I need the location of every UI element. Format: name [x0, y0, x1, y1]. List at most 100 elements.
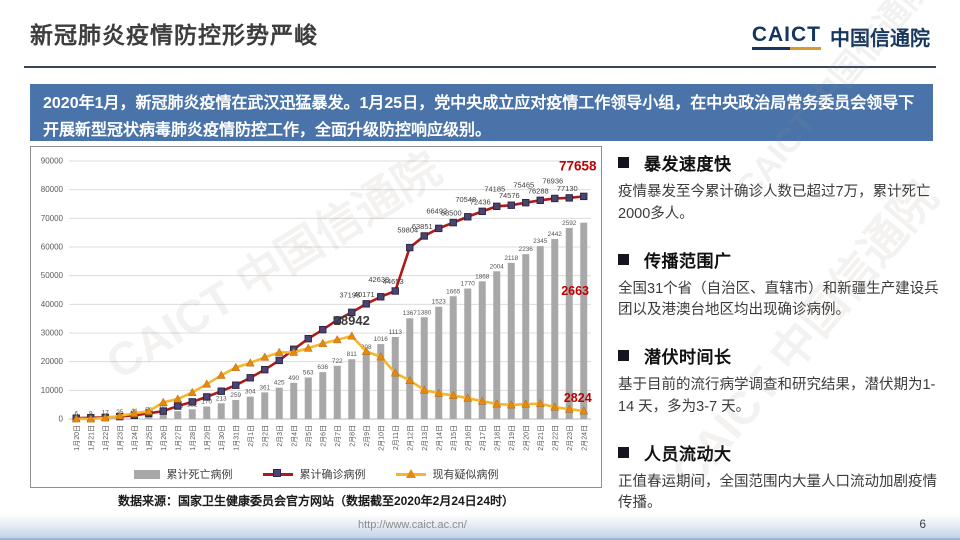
footer-url: http://www.caict.ac.cn/	[358, 519, 467, 531]
svg-text:9: 9	[89, 410, 93, 417]
svg-text:66492: 66492	[426, 206, 447, 215]
svg-text:170: 170	[201, 398, 212, 405]
svg-text:2月16日: 2月16日	[464, 425, 472, 451]
legend-item-suspected: 现有疑似病例	[395, 466, 499, 482]
data-source-note: 数据来源：国家卫生健康委员会官方网站（数据截至2020年2月24日24时）	[117, 494, 515, 508]
epidemic-combo-chart: 0 10000 20000 30000 40000 50000 60000 70000 8000…	[41, 157, 597, 451]
svg-text:76936: 76936	[542, 176, 563, 185]
svg-text:40171: 40171	[354, 290, 375, 299]
bullet-heading: 传播范围广	[618, 247, 948, 272]
svg-text:2月24日: 2月24日	[580, 425, 588, 451]
svg-text:1868: 1868	[475, 273, 490, 280]
svg-text:2月7日: 2月7日	[334, 425, 342, 447]
svg-text:636: 636	[317, 364, 328, 371]
legend-item-confirmed: 累计确诊病例	[262, 466, 366, 482]
svg-text:1月30日: 1月30日	[218, 425, 226, 451]
svg-text:75465: 75465	[513, 181, 534, 190]
svg-text:76288: 76288	[528, 186, 549, 195]
svg-text:2月20日: 2月20日	[522, 425, 530, 451]
bullet-title: 潜伏时间长	[644, 348, 732, 367]
caict-logo-text: CAICT	[751, 23, 821, 46]
svg-text:20000: 20000	[41, 357, 64, 366]
svg-text:2442: 2442	[548, 231, 563, 238]
svg-text:425: 425	[274, 380, 285, 387]
svg-text:1月28日: 1月28日	[189, 425, 197, 451]
svg-text:213: 213	[216, 395, 227, 402]
page-title: 新冠肺炎疫情防控形势严峻	[30, 22, 318, 48]
svg-text:1770: 1770	[461, 281, 476, 288]
legend-suspected-label: 现有疑似病例	[432, 469, 499, 481]
svg-text:68500: 68500	[441, 209, 462, 218]
svg-text:1月24日: 1月24日	[131, 425, 139, 451]
svg-text:2月19日: 2月19日	[508, 425, 516, 451]
svg-text:2月4日: 2月4日	[290, 425, 298, 447]
svg-text:1380: 1380	[417, 309, 432, 316]
square-bullet-icon	[618, 253, 629, 265]
svg-text:2月23日: 2月23日	[566, 425, 574, 451]
svg-text:304: 304	[245, 389, 256, 396]
svg-text:28942: 28942	[334, 313, 370, 328]
svg-text:77658: 77658	[559, 158, 597, 173]
caict-logo-underline	[751, 47, 821, 50]
svg-text:37198: 37198	[339, 290, 360, 299]
svg-text:2月18日: 2月18日	[493, 425, 501, 451]
svg-text:90000: 90000	[41, 157, 64, 166]
svg-text:2月2日: 2月2日	[261, 425, 269, 447]
svg-text:74185: 74185	[484, 184, 505, 193]
svg-text:2月13日: 2月13日	[421, 425, 429, 451]
legend-confirmed-label: 累计确诊病例	[299, 469, 366, 481]
svg-text:1月31日: 1月31日	[232, 425, 240, 451]
bullet-body: 正值春运期间，全国范围内大量人口流动加剧疫情传播。	[618, 473, 937, 512]
svg-text:50000: 50000	[41, 271, 64, 280]
svg-text:2月8日: 2月8日	[348, 425, 356, 447]
svg-text:74576: 74576	[499, 191, 520, 200]
svg-text:70548: 70548	[455, 195, 476, 204]
svg-text:30000: 30000	[41, 329, 64, 338]
svg-text:722: 722	[332, 358, 343, 365]
svg-text:811: 811	[347, 351, 358, 358]
svg-text:1367: 1367	[403, 310, 418, 317]
svg-text:1665: 1665	[446, 288, 461, 295]
svg-text:1113: 1113	[389, 329, 403, 336]
epidemic-chart-panel: 0 10000 20000 30000 40000 50000 60000 70000 8000…	[30, 146, 602, 488]
svg-text:1016: 1016	[374, 336, 389, 343]
svg-text:1月27日: 1月27日	[174, 425, 182, 451]
svg-text:2月22日: 2月22日	[551, 425, 559, 451]
svg-text:2345: 2345	[533, 238, 548, 245]
svg-text:2月15日: 2月15日	[450, 425, 458, 451]
bullet-heading: 人员流动大	[618, 440, 948, 465]
bullet-heading: 暴发速度快	[618, 150, 948, 175]
bullet-title: 暴发速度快	[644, 155, 732, 174]
svg-text:60000: 60000	[41, 243, 64, 252]
svg-text:2月1日: 2月1日	[247, 425, 255, 447]
header-divider	[24, 66, 936, 68]
bullet-heading: 潜伏时间长	[618, 343, 948, 368]
svg-text:1月22日: 1月22日	[102, 425, 110, 451]
svg-text:2824: 2824	[564, 391, 592, 405]
svg-text:2592: 2592	[562, 220, 577, 227]
svg-text:2004: 2004	[490, 263, 505, 270]
bullet-title: 人员流动大	[644, 444, 732, 464]
svg-text:40000: 40000	[41, 300, 64, 309]
square-bullet-icon	[618, 446, 629, 458]
svg-text:70000: 70000	[41, 214, 64, 223]
caict-logo: CAICT 中国信通院	[751, 23, 930, 50]
bullet-body: 基于目前的流行病学调查和研究结果，潜伏期为1-14 天，多为3-7 天。	[618, 377, 936, 415]
svg-text:72436: 72436	[470, 197, 491, 206]
svg-text:44653: 44653	[383, 277, 404, 286]
svg-text:1月25日: 1月25日	[145, 425, 153, 451]
svg-text:63851: 63851	[412, 222, 433, 231]
svg-text:1月29日: 1月29日	[203, 425, 211, 451]
svg-text:10000: 10000	[41, 386, 64, 395]
footer-bar	[0, 514, 960, 540]
legend-item-deaths: 累计死亡病例	[133, 466, 233, 482]
svg-text:80000: 80000	[41, 185, 64, 194]
svg-text:2月9日: 2月9日	[363, 425, 371, 447]
bullet-body: 疫情暴发至今累计确诊人数已超过7万，累计死亡2000多人。	[618, 184, 931, 222]
svg-text:2663: 2663	[561, 284, 589, 298]
bullet-block-speed: 暴发速度快 疫情暴发至今累计确诊人数已超过7万，累计死亡2000多人。	[618, 150, 948, 226]
svg-text:563: 563	[303, 369, 314, 376]
svg-text:1523: 1523	[432, 299, 447, 306]
svg-text:2月5日: 2月5日	[305, 425, 313, 447]
page-number: 6	[919, 517, 926, 531]
